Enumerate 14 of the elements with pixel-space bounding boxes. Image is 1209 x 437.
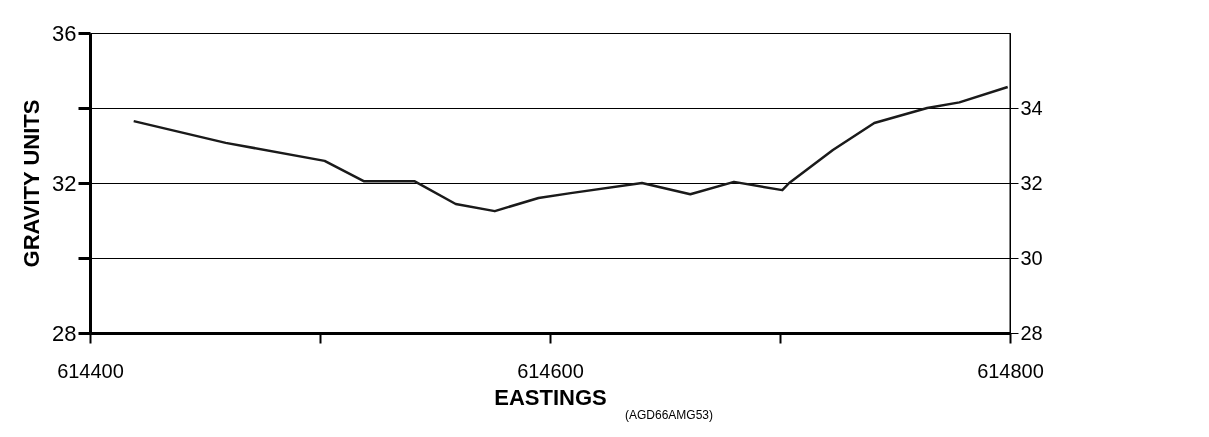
y2-tick-label: 32 xyxy=(1020,171,1043,194)
y2-tick-label: 30 xyxy=(1020,246,1043,269)
y-axis-title: GRAVITY UNITS xyxy=(19,99,45,268)
x-tick-label: 614800 xyxy=(977,359,1044,382)
x-axis-title: EASTINGS xyxy=(494,384,607,410)
y-tick-label: 28 xyxy=(52,320,77,346)
x-tick-label: 614400 xyxy=(57,359,124,382)
y2-tick-label: 34 xyxy=(1020,96,1043,119)
text: (AGD66AMG53) xyxy=(625,408,714,422)
y-tick-label: 36 xyxy=(52,20,77,46)
x-tick-label: 614600 xyxy=(517,359,584,382)
y-tick-label: 32 xyxy=(52,170,77,196)
line-series xyxy=(132,85,1009,213)
y2-tick-label: 28 xyxy=(1020,321,1043,344)
